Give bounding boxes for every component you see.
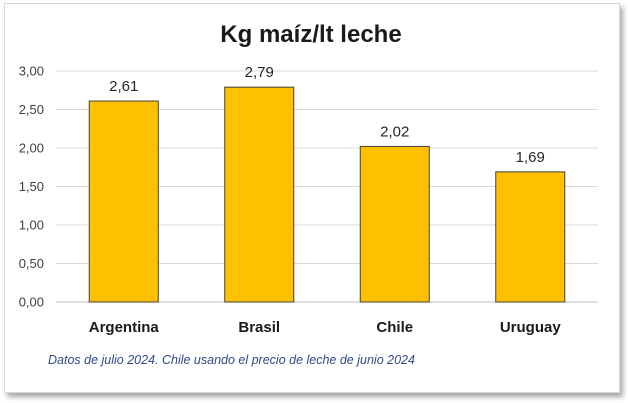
x-tick-label: Chile [376,319,413,336]
data-label: 1,69 [516,149,545,166]
y-tick-label: 0,00 [19,295,44,310]
bar-argentina [88,100,159,303]
y-tick-label: 0,50 [19,256,44,271]
bars [88,86,566,303]
data-label: 2,61 [109,78,138,95]
y-tick-label: 1,00 [19,218,44,233]
data-labels: 2,61 2,79 2,02 1,69 [109,64,545,166]
chart-footnote: Datos de julio 2024. Chile usando el pre… [48,353,415,367]
x-tick-label: Brasil [238,319,280,336]
y-axis-ticks: 0,00 0,50 1,00 1,50 2,00 2,50 3,00 [19,64,44,310]
y-tick-label: 3,00 [19,64,44,79]
x-axis-ticks: Argentina Brasil Chile Uruguay [89,319,562,336]
x-tick-label: Uruguay [500,319,562,336]
bar-chile [359,145,430,303]
bar-brasil [224,86,295,303]
data-label: 2,02 [380,123,409,140]
y-tick-label: 2,50 [19,102,44,117]
y-tick-label: 1,50 [19,179,44,194]
y-tick-label: 2,00 [19,141,44,156]
bar-uruguay [495,171,566,303]
chart-title: Kg maíz/lt leche [220,21,401,48]
data-label: 2,79 [245,64,274,81]
x-tick-label: Argentina [89,319,160,336]
